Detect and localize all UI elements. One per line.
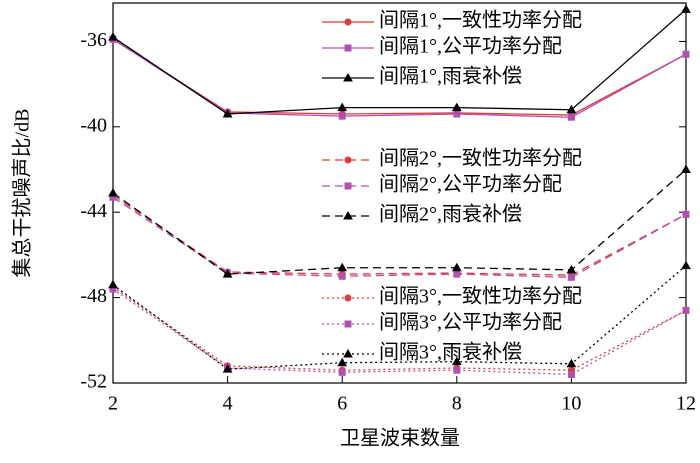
legend-marker (344, 156, 352, 164)
marker (338, 112, 346, 120)
legend-marker (343, 72, 353, 82)
marker (453, 270, 461, 278)
legend-label: 间隔3°,一致性功率分配 (379, 285, 582, 308)
marker (338, 272, 346, 280)
marker (566, 264, 577, 274)
y-tick-label: -44 (80, 200, 107, 222)
legend-marker (344, 294, 352, 302)
legend-marker (343, 348, 353, 358)
marker (681, 164, 691, 174)
marker (451, 102, 462, 112)
marker (566, 358, 577, 368)
series-line (112, 8, 687, 115)
x-tick-label: 8 (452, 393, 462, 415)
series-line (112, 288, 687, 376)
marker (566, 104, 577, 114)
legend-label: 间隔2°,雨衰补偿 (379, 203, 522, 226)
marker (682, 210, 690, 218)
y-tick-label: -36 (80, 29, 107, 51)
marker (567, 370, 575, 378)
x-tick-label: 12 (676, 393, 696, 415)
x-tick-label: 2 (108, 393, 118, 415)
legend-label: 间隔1°,一致性功率分配 (379, 9, 582, 32)
marker (108, 187, 118, 197)
marker (681, 260, 691, 270)
legend-marker (344, 18, 352, 26)
legend-marker (344, 44, 352, 52)
x-tick-label: 10 (561, 393, 581, 415)
marker (451, 262, 462, 272)
y-tick-label: -52 (80, 371, 107, 393)
marker (222, 109, 233, 118)
legend-label: 间隔3°,雨衰补偿 (379, 341, 522, 364)
legend-label: 间隔2°,一致性功率分配 (379, 147, 582, 170)
marker (337, 102, 348, 112)
y-tick-label: -40 (80, 114, 107, 136)
legend-marker (343, 210, 353, 220)
marker (567, 113, 575, 121)
y-tick-label: -48 (80, 285, 107, 307)
marker (453, 110, 461, 118)
series-line (112, 169, 687, 275)
marker (338, 368, 346, 376)
legend-label: 间隔1°,公平功率分配 (379, 35, 562, 58)
y-axis-label: 集总干扰噪声比/dB (11, 109, 34, 278)
series-line (112, 265, 687, 370)
marker (567, 273, 575, 281)
legend-label: 间隔3°,公平功率分配 (379, 311, 562, 334)
marker (222, 364, 233, 373)
marker (453, 366, 461, 374)
marker (681, 4, 691, 13)
x-axis-label: 卫星波束数量 (340, 427, 460, 450)
marker (108, 32, 118, 41)
x-tick-label: 6 (337, 393, 347, 415)
series-line (112, 286, 687, 371)
series-line (112, 38, 687, 116)
legend-label: 间隔2°,公平功率分配 (379, 173, 562, 196)
x-tick-label: 4 (223, 393, 233, 415)
legend-marker (344, 182, 352, 190)
marker (682, 50, 690, 58)
marker (222, 269, 233, 278)
marker (337, 357, 348, 367)
marker (682, 306, 690, 314)
marker (451, 356, 462, 366)
legend-label: 间隔1°,雨衰补偿 (379, 65, 522, 88)
marker (337, 262, 348, 272)
marker (108, 279, 118, 289)
legend-marker (344, 320, 352, 328)
